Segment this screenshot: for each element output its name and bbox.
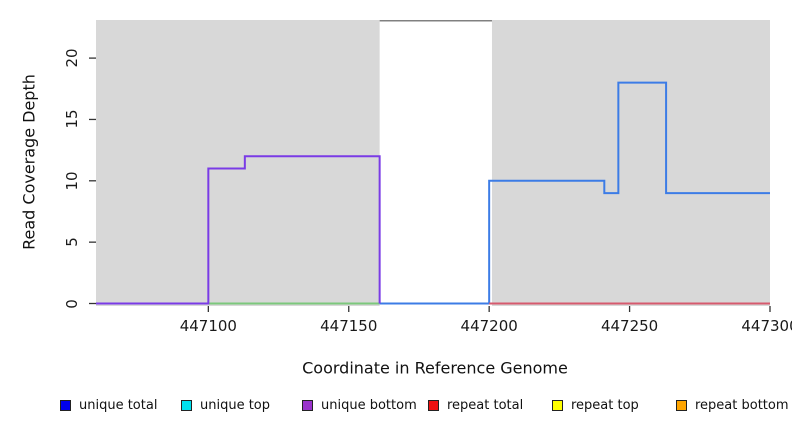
y-tick-label: 10 (63, 171, 81, 191)
legend-label: repeat total (447, 398, 524, 413)
legend-label: repeat bottom (695, 398, 789, 413)
y-tick-label: 5 (63, 237, 81, 247)
left-gray-region (96, 20, 380, 306)
x-tick-label: 447250 (600, 317, 659, 335)
legend-swatch-icon (181, 400, 192, 411)
series-unique-bottom-coverage (96, 155, 381, 305)
legend-swatch-icon (302, 400, 313, 411)
y-tick-label: 20 (63, 48, 81, 68)
legend-swatch-icon (552, 400, 563, 411)
legend-item-repeat-total: repeat total (428, 398, 523, 413)
legend-item-unique-top: unique top (181, 398, 270, 413)
legend-label: unique top (200, 398, 271, 413)
legend-swatch-icon (428, 400, 439, 411)
legend-item-repeat-bottom: repeat bottom (676, 398, 789, 413)
y-tick-label: 15 (63, 109, 81, 129)
x-tick-label: 447150 (320, 317, 378, 335)
legend-swatch-icon (60, 400, 71, 411)
legend-item-repeat-top: repeat top (552, 398, 639, 413)
legend-label: unique total (79, 398, 158, 413)
y-tick-label: 0 (63, 298, 81, 309)
legend-swatch-icon (676, 400, 687, 411)
x-axis-title: Coordinate in Reference Genome (302, 358, 568, 378)
right-gray-region (491, 20, 770, 306)
legend-label: unique bottom (321, 398, 417, 413)
y-axis-title: Read Coverage Depth (19, 74, 39, 250)
legend-label: repeat top (571, 398, 639, 413)
x-tick-label: 447100 (179, 317, 237, 335)
x-tick-label: 447200 (460, 317, 518, 335)
legend-item-unique-total: unique total (60, 398, 157, 413)
legend-item-unique-bottom: unique bottom (302, 398, 417, 413)
legend: unique total unique top unique bottom repea… (0, 398, 792, 416)
series-unique-total-right-region-coverage (379, 81, 770, 305)
